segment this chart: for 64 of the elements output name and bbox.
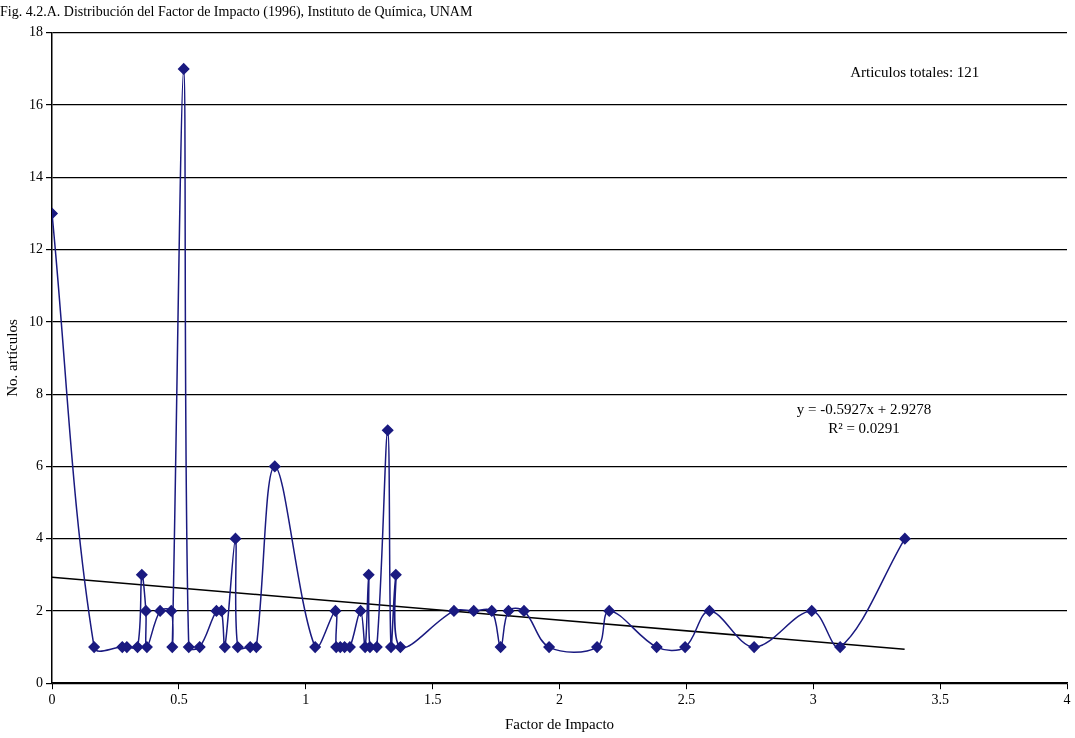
point [486,605,498,617]
point [703,605,716,617]
point [650,641,663,653]
point [136,569,148,581]
point [381,424,394,437]
annotation: R² = 0.0291 [828,419,900,436]
point [154,605,166,617]
y-axis-title: No. artículos [3,319,20,397]
point [679,641,691,653]
point [141,641,153,653]
x-tick-label: 0 [48,692,56,708]
point [165,605,178,617]
point [502,605,515,617]
x-tick-label: 1.5 [423,692,442,708]
y-tick-label: 18 [29,24,43,40]
y-tick-label: 0 [36,674,43,690]
point [183,641,195,653]
point [88,641,100,653]
point [177,63,190,75]
point [518,605,530,617]
point [543,641,555,653]
point [385,641,397,653]
point [329,605,342,617]
point [748,641,760,653]
point [232,641,244,653]
y-tick-label: 14 [29,169,43,185]
x-tick-label: 3 [809,692,817,708]
point [131,641,144,653]
annotation: y = -0.5927x + 2.9278 [796,400,932,417]
x-tick-label: 3.5 [931,692,949,708]
point [354,605,367,617]
point [193,641,206,653]
point [309,641,321,653]
chart-title: Fig. 4.2.A. Distribución del Factor de Impacto (1996), Instituto de Química, UNAM [0,4,473,21]
x-tick-label: 2 [556,692,563,708]
annotation: Articulos totales: 121 [850,63,980,80]
x-tick-label: 4 [1063,692,1071,708]
point [448,605,460,617]
point [805,605,818,617]
point [394,641,407,653]
x-tick-label: 0.5 [170,692,188,708]
x-tick-label: 2.5 [677,692,696,708]
y-tick-label: 12 [29,241,43,257]
x-tick-label: 1 [302,692,310,708]
point [362,569,375,581]
point [603,605,615,617]
y-tick-label: 10 [29,313,43,329]
y-tick-label: 2 [36,602,43,618]
x-axis-title: Factor de Impacto [504,715,615,732]
y-tick-label: 8 [36,385,43,401]
point [229,532,242,545]
y-tick-label: 6 [36,458,43,474]
y-tick-label: 16 [29,96,43,112]
point [219,641,231,653]
point [834,641,846,653]
y-tick-label: 4 [36,530,43,546]
point [899,532,911,545]
point [494,641,507,653]
point [166,641,179,653]
point [269,460,281,473]
point [591,641,603,653]
point [140,605,152,617]
point [390,569,402,581]
point [467,605,480,617]
